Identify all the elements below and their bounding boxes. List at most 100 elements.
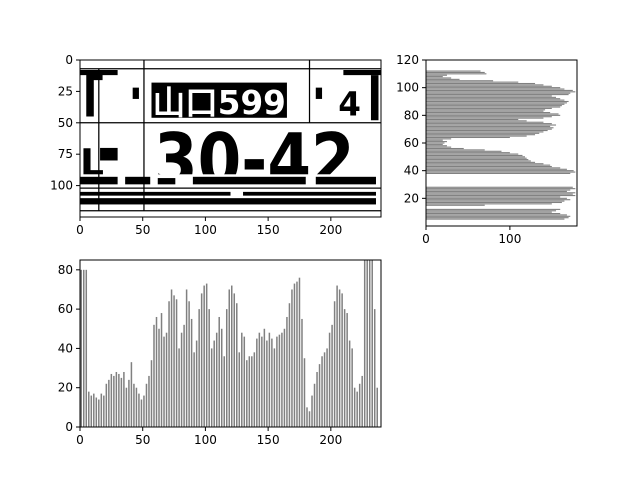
row-profile-bar: [426, 157, 527, 159]
column-profile-bar: [261, 336, 263, 427]
plate-ytick-label: 100: [50, 179, 73, 193]
row-profile-bar: [426, 107, 552, 109]
row-profile-bar: [426, 84, 544, 86]
column-profile-bar: [266, 340, 268, 427]
plate-xtick-label: 200: [319, 223, 342, 237]
column-profile-bar: [85, 269, 88, 427]
row-profile-bar: [426, 150, 502, 152]
column-profile-bar: [326, 348, 328, 427]
column-profile-bar: [203, 285, 205, 427]
column-profile-axes-frame: [79, 259, 382, 428]
row-profile-bar: [426, 164, 551, 166]
column-profile-bar: [83, 269, 85, 427]
column-profile-bar: [253, 352, 256, 427]
column-profile-bar: [123, 371, 125, 427]
column-profile-bar: [218, 316, 220, 427]
plate-ytick-label: 0: [65, 53, 73, 67]
column-profile-bar: [173, 295, 175, 427]
column-profile-bar: [303, 358, 306, 427]
column-profile-bar: [256, 338, 258, 427]
plate-axes-frame: [79, 59, 382, 218]
column-profile-bar: [135, 387, 138, 427]
row-profile-bar: [426, 112, 551, 114]
column-profile-bar: [286, 316, 288, 427]
column-profile-bar: [155, 316, 158, 427]
row-profile-bar: [426, 200, 565, 202]
column-profile-bar: [358, 383, 361, 427]
column-profile-xtick-label: 0: [76, 433, 84, 447]
column-profile-bars: [80, 260, 378, 427]
column-profile-bar: [163, 336, 165, 427]
row-profile-bar: [426, 131, 544, 133]
plate-ytick-label: 50: [58, 116, 73, 130]
column-profile-ytick-label: 80: [58, 263, 73, 277]
row-profile-bar: [426, 96, 557, 98]
plate-hiragana-mark: [100, 147, 118, 161]
row-profile-bar: [426, 197, 567, 199]
row-profile-ytick-label: 80: [404, 108, 419, 122]
row-profile-bar: [426, 161, 536, 163]
row-profile-bar: [426, 99, 565, 101]
row-profile-bar: [426, 87, 561, 89]
row-profile-bar: [426, 190, 567, 192]
column-profile-bar: [208, 309, 210, 427]
row-profile-bar: [426, 91, 576, 93]
row-profile-bar: [426, 114, 561, 116]
row-profile-bar: [426, 163, 544, 165]
row-profile-bar: [426, 211, 552, 213]
column-profile-bar: [361, 375, 363, 427]
column-profile-bar: [288, 303, 291, 427]
plate-image-panel: 山口599 4 L 30-42: [50, 53, 382, 237]
column-profile-bar: [168, 301, 170, 427]
row-profile-bar: [426, 110, 544, 112]
row-profile-bar: [426, 78, 460, 80]
column-profile-bar: [271, 338, 273, 427]
column-profile-bar: [100, 393, 103, 427]
row-profile-bar: [426, 143, 443, 145]
row-profile-bar: [426, 123, 552, 125]
column-profile-bar: [205, 283, 208, 427]
plate-right-edge: [370, 75, 379, 121]
column-profile-bar: [308, 411, 311, 427]
column-profile-bar: [376, 387, 378, 427]
row-profile-bar: [426, 218, 565, 220]
row-profile-bar: [426, 160, 531, 162]
plate-top-text-band: [151, 82, 287, 118]
column-profile-bar: [351, 348, 353, 427]
column-profile-bar: [241, 332, 243, 427]
row-profile-xtick-label: 0: [422, 232, 430, 246]
column-profile-bar: [115, 371, 118, 427]
column-profile-bar: [296, 281, 298, 427]
column-profile-bar: [150, 360, 153, 427]
column-profile-bar: [148, 375, 150, 427]
column-profile-bar: [128, 379, 130, 427]
row-profile-bar: [426, 201, 562, 204]
row-profile-bar: [426, 189, 571, 191]
plate-ytick-label: 75: [58, 147, 73, 161]
plate-noise-band-2b: [243, 191, 376, 196]
plate-xtick-label: 150: [257, 223, 280, 237]
column-profile-bar: [363, 260, 366, 427]
column-profile-bar: [118, 373, 120, 427]
row-profile-bar: [426, 192, 576, 194]
column-profile-bar: [246, 360, 248, 427]
column-profile-bar: [336, 285, 338, 427]
column-profile-bar: [145, 383, 148, 427]
row-profile-bar: [426, 106, 561, 108]
column-profile-bar: [321, 356, 323, 427]
row-profile-bar: [426, 145, 447, 147]
plate-left-bracket: [86, 72, 103, 117]
plate-xtick-label: 0: [76, 223, 84, 237]
column-profile-bar: [125, 387, 128, 427]
column-profile-bar: [276, 336, 278, 427]
column-profile-bar: [346, 313, 348, 427]
column-profile-bar: [238, 352, 241, 427]
column-profile-panel: 0 50 100 150 200 0 20 40 60 80: [58, 259, 382, 447]
row-profile-bar: [426, 188, 576, 190]
row-profile-bar: [426, 186, 573, 188]
column-profile-bar: [343, 309, 346, 427]
row-profile-bar: [426, 105, 562, 107]
row-profile-bar: [426, 128, 552, 130]
row-profile-bar: [426, 120, 527, 122]
row-profile-bar: [426, 117, 544, 119]
